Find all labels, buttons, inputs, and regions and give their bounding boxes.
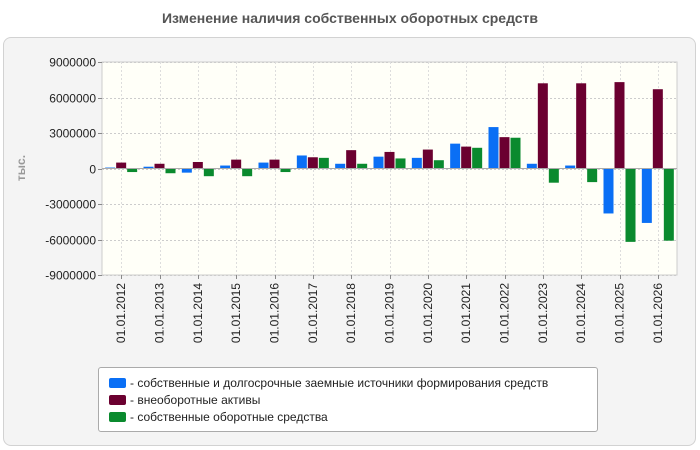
bar bbox=[280, 168, 291, 173]
x-tick-label: 01.01.2012 bbox=[114, 283, 128, 343]
y-tick-label: -9000000 bbox=[45, 269, 96, 283]
y-tick-label: -6000000 bbox=[45, 234, 96, 248]
x-tick-label: 01.01.2021 bbox=[459, 283, 473, 343]
bar bbox=[395, 158, 406, 169]
bar bbox=[307, 157, 318, 169]
legend-swatch bbox=[109, 377, 126, 388]
legend: - собственные и долгосрочные заемные ист… bbox=[98, 367, 598, 432]
bar bbox=[510, 137, 521, 169]
bar bbox=[422, 149, 433, 169]
bar bbox=[143, 166, 154, 169]
x-tick-label: 01.01.2015 bbox=[229, 283, 243, 343]
bar bbox=[116, 162, 127, 169]
legend-label: - собственные и долгосрочные заемные ист… bbox=[130, 375, 549, 390]
legend-label: - собственные оборотные средства bbox=[130, 409, 328, 424]
bar bbox=[548, 168, 559, 183]
y-tick-label: 0 bbox=[89, 163, 96, 177]
legend-label: - внеоборотные активы bbox=[130, 392, 261, 407]
bar bbox=[373, 156, 384, 169]
legend-swatch bbox=[109, 394, 126, 405]
legend-item: - собственные оборотные средства bbox=[99, 408, 597, 425]
bar bbox=[357, 163, 368, 169]
bar bbox=[154, 163, 165, 169]
bar bbox=[346, 150, 357, 169]
bar bbox=[181, 168, 192, 173]
bar bbox=[499, 137, 510, 169]
bar bbox=[258, 162, 269, 169]
bar bbox=[603, 168, 614, 214]
y-tick-label: -3000000 bbox=[45, 198, 96, 212]
bar bbox=[663, 168, 674, 241]
x-tick-label: 01.01.2013 bbox=[153, 283, 167, 343]
bar bbox=[203, 168, 214, 177]
bar bbox=[231, 159, 242, 169]
bar bbox=[335, 163, 346, 169]
y-axis-ticks: 9000000 6000000 3000000 0 -3000000 -6000000 -9… bbox=[45, 56, 102, 283]
bar bbox=[318, 157, 329, 169]
bar bbox=[625, 168, 636, 242]
bar bbox=[472, 147, 483, 169]
bar bbox=[450, 143, 461, 169]
x-tick-label: 01.01.2014 bbox=[191, 283, 205, 343]
bar bbox=[411, 157, 422, 169]
x-tick-label: 01.01.2026 bbox=[651, 283, 665, 343]
bar bbox=[526, 163, 537, 169]
legend-swatch bbox=[109, 411, 126, 422]
bar bbox=[587, 168, 598, 183]
x-axis-ticks: 01.01.2012 01.01.2013 01.01.2014 01.01.2015… bbox=[114, 275, 665, 343]
x-tick-label: 01.01.2023 bbox=[536, 283, 550, 343]
bar bbox=[269, 159, 280, 169]
x-tick-label: 01.01.2016 bbox=[268, 283, 282, 343]
x-tick-label: 01.01.2025 bbox=[613, 283, 627, 343]
legend-item: - внеоборотные активы bbox=[99, 391, 597, 408]
bar bbox=[537, 83, 548, 169]
bar bbox=[242, 168, 253, 177]
grid-lines bbox=[102, 62, 677, 276]
bar bbox=[127, 168, 138, 173]
bar bbox=[488, 127, 499, 169]
x-tick-label: 01.01.2017 bbox=[306, 283, 320, 343]
legend-item: - собственные и долгосрочные заемные ист… bbox=[99, 374, 597, 391]
bar bbox=[461, 146, 472, 169]
bar bbox=[614, 82, 625, 169]
bar bbox=[220, 165, 231, 169]
bar bbox=[192, 161, 203, 169]
y-axis-label: тыс. bbox=[14, 155, 28, 181]
x-tick-label: 01.01.2019 bbox=[383, 283, 397, 343]
bar bbox=[433, 160, 444, 169]
bar bbox=[384, 151, 395, 169]
x-tick-label: 01.01.2018 bbox=[344, 283, 358, 343]
bars bbox=[105, 82, 674, 242]
x-tick-label: 01.01.2024 bbox=[574, 283, 588, 343]
bar bbox=[165, 168, 176, 174]
y-tick-label: 6000000 bbox=[49, 92, 96, 106]
bar bbox=[641, 168, 652, 223]
bar bbox=[576, 83, 587, 169]
y-tick-label: 9000000 bbox=[49, 56, 96, 70]
chart-title: Изменение наличия собственных оборотных … bbox=[161, 10, 539, 26]
x-tick-label: 01.01.2022 bbox=[498, 283, 512, 343]
x-tick-label: 01.01.2020 bbox=[421, 283, 435, 343]
y-tick-label: 3000000 bbox=[49, 127, 96, 141]
bar bbox=[296, 155, 307, 169]
bar bbox=[652, 89, 663, 169]
bar bbox=[565, 165, 576, 169]
